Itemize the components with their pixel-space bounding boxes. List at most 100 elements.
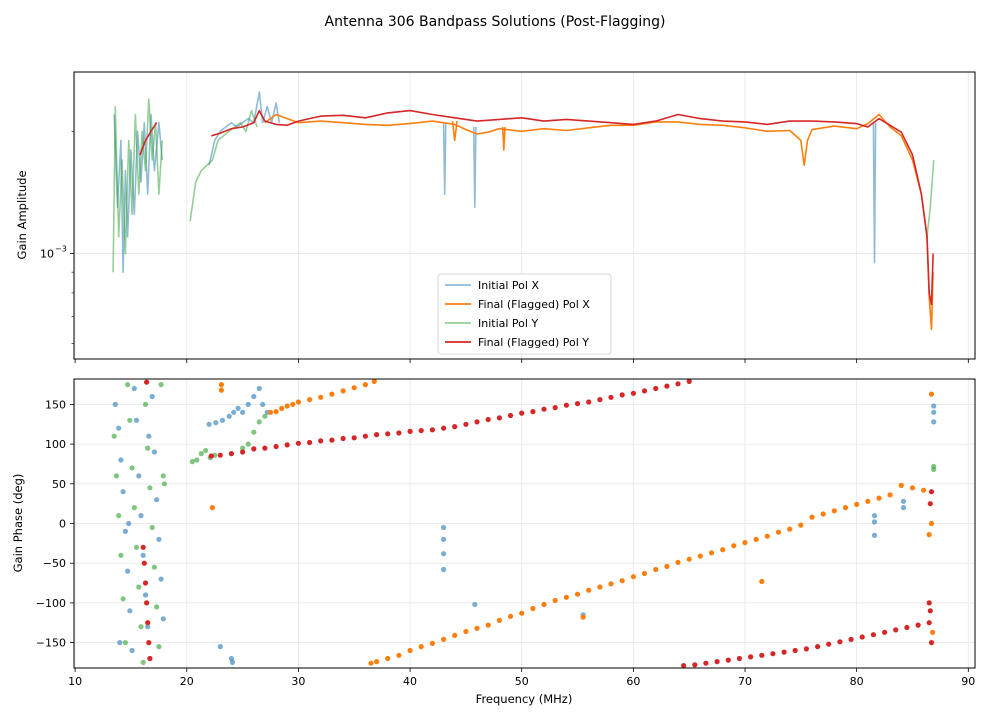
phase-point-series-4 [848, 636, 854, 643]
phase-point-series-4 [759, 652, 765, 658]
phase-point-series-1 [145, 624, 151, 630]
phase-point-series-2 [686, 556, 692, 562]
phase-point-series-4 [452, 424, 458, 430]
phase-point-series-4 [530, 409, 536, 415]
phase-point-series-4 [630, 390, 637, 396]
x-tick-label: 30 [291, 675, 305, 688]
phase-point-series-1 [871, 532, 878, 539]
phase-point-series-2 [295, 399, 301, 405]
x-tick-label: 40 [403, 675, 417, 688]
phase-point-series-2 [930, 629, 936, 635]
phase-point-series-2 [563, 594, 570, 600]
phase-point-series-2 [630, 574, 637, 580]
phase-point-series-1 [131, 385, 137, 392]
phase-point-series-1 [122, 528, 128, 535]
phase-point-series-1 [112, 401, 118, 407]
phase-point-series-4 [141, 560, 147, 566]
phase-point-series-4 [295, 440, 301, 446]
legend-box [437, 273, 612, 355]
amplitude-panel: 10 −3 Gain Amplitude Initial Pol X Final (… [15, 71, 976, 363]
phase-point-series-4 [240, 449, 246, 455]
phase-point-series-2 [374, 659, 380, 665]
phase-point-series-4 [541, 406, 547, 412]
phase-point-series-4 [307, 439, 313, 446]
phase-point-series-4 [815, 644, 821, 650]
phase-point-series-4 [145, 620, 151, 626]
phase-point-series-1 [158, 576, 164, 582]
phase-point-series-4 [586, 399, 592, 405]
phase-point-series-2 [759, 578, 765, 585]
phase-point-series-4 [552, 405, 558, 411]
phase-point-series-4 [608, 394, 614, 400]
phase-point-series-1 [154, 497, 160, 503]
phase-point-series-2 [368, 660, 374, 666]
x-tick-label: 60 [626, 675, 640, 688]
phase-point-series-4 [770, 651, 776, 657]
phase-point-series-2 [597, 584, 603, 590]
phase-point-series-2 [775, 529, 782, 535]
phase-point-series-2 [329, 391, 335, 397]
phase-point-series-2 [787, 526, 793, 532]
phase-point-series-1 [149, 393, 155, 400]
phase-point-series-2 [273, 409, 279, 415]
phase-point-series-3 [158, 382, 164, 388]
phase-point-series-4 [653, 385, 659, 392]
y-tick-label: −50 [43, 557, 66, 570]
phase-point-series-4 [329, 437, 335, 443]
x-tick-label: 10 [68, 675, 82, 688]
phase-point-series-4 [507, 412, 514, 419]
phase-point-series-2 [798, 522, 804, 528]
phase-point-series-1 [133, 417, 140, 423]
phase-point-series-2 [842, 505, 849, 511]
phase-point-series-3 [161, 481, 167, 487]
phase-point-series-4 [284, 442, 290, 448]
phase-point-series-2 [865, 498, 871, 504]
phase-point-series-2 [675, 559, 681, 566]
phase-point-series-3 [131, 505, 137, 511]
phase-point-series-2 [580, 614, 586, 620]
x-tick-label: 70 [738, 675, 752, 688]
phase-point-series-1 [117, 640, 123, 646]
phase-point-series-4 [714, 659, 720, 665]
phase-point-series-2 [653, 566, 659, 573]
y-tick-label: −150 [36, 637, 66, 650]
phase-point-series-2 [429, 640, 435, 647]
phase-point-series-4 [262, 445, 268, 451]
phase-point-series-2 [418, 644, 424, 650]
phase-point-series-4 [574, 401, 581, 407]
phase-point-series-2 [926, 532, 932, 538]
phase-point-series-4 [928, 640, 935, 646]
phase-point-series-4 [496, 415, 502, 421]
phase-point-series-3 [127, 417, 133, 423]
phase-point-series-3 [111, 433, 117, 439]
phase-point-series-1 [245, 401, 251, 407]
frequency-x-label: Frequency (MHz) [476, 692, 573, 706]
phase-point-series-2 [362, 382, 368, 388]
phase-point-series-1 [900, 498, 907, 504]
phase-point-series-3 [145, 445, 151, 451]
phase-point-series-4 [519, 410, 525, 416]
amplitude-frame [73, 71, 976, 360]
amplitude-line-series-3 [112, 98, 163, 273]
phase-point-series-1 [125, 568, 131, 574]
phase-point-series-4 [474, 419, 480, 425]
phase-point-series-4 [429, 427, 435, 433]
phase-point-series-1 [235, 405, 241, 411]
phase-point-series-2 [485, 622, 491, 628]
phase-point-series-4 [362, 433, 368, 439]
phase-point-series-2 [742, 540, 748, 546]
phase-point-series-1 [871, 519, 878, 525]
phase-point-series-1 [213, 420, 219, 426]
phase-point-series-4 [893, 627, 899, 633]
phase-point-series-2 [708, 550, 715, 556]
phase-point-series-2 [831, 508, 837, 514]
amplitude-series [112, 91, 935, 331]
phase-point-series-3 [120, 596, 126, 602]
phase-point-series-1 [127, 608, 133, 614]
phase-point-series-4 [563, 402, 570, 408]
phase-point-series-2 [507, 613, 514, 620]
y-tick-label: 100 [45, 438, 66, 451]
phase-point-series-1 [120, 489, 126, 495]
phase-point-series-4 [597, 397, 603, 403]
